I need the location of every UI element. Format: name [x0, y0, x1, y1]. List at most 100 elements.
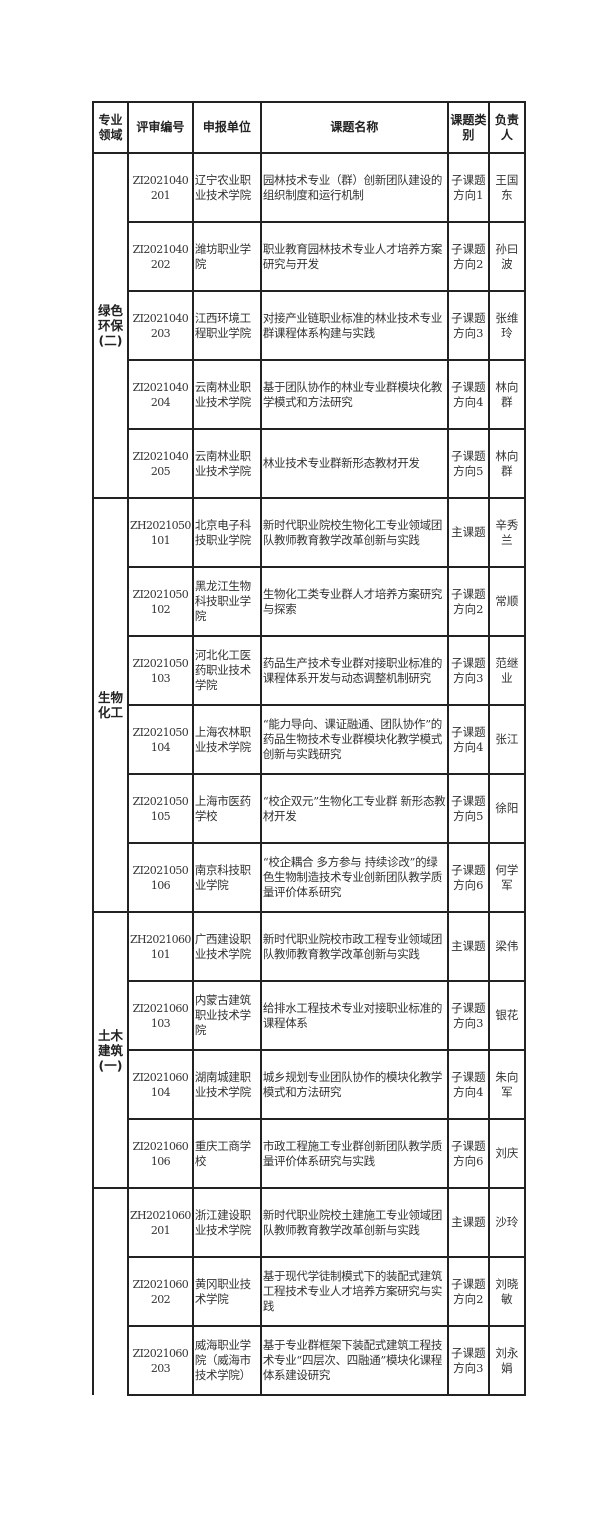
review-id-cell: ZH2021060 101	[127, 911, 194, 982]
table-row: ZI2021050 104 上海农林职业技术学院 “能力导向、课证融通、团队协作”的…	[93, 704, 526, 775]
topic-cell: “能力导向、课证融通、团队协作”的药品生物技术专业群模块化教学模式创新与实践研究	[259, 704, 449, 775]
topic-cell: “校企耦合 多方参与 持续诊改”的绿色生物制造技术专业创新团队教学质量评价体系研…	[259, 842, 449, 913]
unit-cell: 威海职业学院（威海市技术学院）	[191, 1325, 262, 1396]
review-id-cell: ZI2021050 105	[127, 773, 194, 844]
topic-cell: 基于团队协作的林业专业群模块化教学模式和方法研究	[259, 359, 449, 430]
lead-cell: 银花	[487, 980, 526, 1051]
table-row: ZI2021050 106 南京科技职业学院 “校企耦合 多方参与 持续诊改”的绿色…	[93, 842, 526, 913]
review-id-cell: ZI2021040 205	[127, 428, 194, 499]
unit-cell: 黑龙江生物科技职业学院	[191, 566, 262, 637]
type-cell: 子课题方向5	[446, 773, 490, 844]
topic-cell: 生物化工类专业群人才培养方案研究与探索	[259, 566, 449, 637]
type-cell: 子课题方向6	[446, 842, 490, 913]
table-row: ZI2021040 204 云南林业职业技术学院 基于团队协作的林业专业群模块化教学…	[93, 359, 526, 430]
header-unit: 申报单位	[191, 101, 262, 154]
table-row: ZI2021060 106 重庆工商学校 市政工程施工专业群创新团队教学质量评价体系…	[93, 1118, 526, 1189]
lead-cell: 范继业	[487, 635, 526, 706]
lead-cell: 朱向军	[487, 1049, 526, 1120]
unit-cell: 浙江建设职业技术学院	[191, 1187, 262, 1258]
table-row: ZI2021050 102 黑龙江生物科技职业学院 生物化工类专业群人才培养方案研究…	[93, 566, 526, 637]
review-id-cell: ZI2021040 204	[127, 359, 194, 430]
lead-cell: 林向群	[487, 428, 526, 499]
field-cell: 绿色环保(二)	[92, 152, 129, 499]
unit-cell: 上海农林职业技术学院	[191, 704, 262, 775]
type-cell: 子课题方向2	[446, 221, 490, 292]
lead-cell: 刘永娟	[487, 1325, 526, 1396]
lead-cell: 林向群	[487, 359, 526, 430]
type-cell: 子课题方向4	[446, 1049, 490, 1120]
topic-cell: 药品生产技术专业群对接职业标准的课程体系开发与动态调整机制研究	[259, 635, 449, 706]
topic-cell: “校企双元”生物化工专业群 新形态教材开发	[259, 773, 449, 844]
type-cell: 子课题方向2	[446, 566, 490, 637]
review-id-cell: ZI2021060 104	[127, 1049, 194, 1120]
header-type: 课题类别	[446, 101, 490, 154]
unit-cell: 江西环境工程职业学院	[191, 290, 262, 361]
lead-cell: 何学军	[487, 842, 526, 913]
type-cell: 子课题方向3	[446, 1325, 490, 1396]
unit-cell: 辽宁农业职业技术学院	[191, 152, 262, 223]
table-row: ZH2021060 201 浙江建设职业技术学院 新时代职业院校土建施工专业领域团队…	[92, 1187, 526, 1395]
table-row: ZI2021050 103 河北化工医药职业技术学院 药品生产技术专业群对接职业标准…	[93, 635, 526, 706]
lead-cell: 常顺	[487, 566, 526, 637]
lead-cell: 徐阳	[487, 773, 526, 844]
topic-cell: 新时代职业院校土建施工专业领域团队教师教育教学改革创新与实践	[259, 1187, 449, 1258]
review-id-cell: ZI2021060 103	[127, 980, 194, 1051]
type-cell: 子课题方向3	[446, 980, 490, 1051]
lead-cell: 辛秀兰	[487, 497, 526, 568]
table-row: 绿色环保(二) ZI2021040 201 辽宁农业职业技术学院 园林技术专业（群）创…	[92, 152, 526, 499]
type-cell: 子课题方向5	[446, 428, 490, 499]
lead-cell: 梁伟	[487, 911, 526, 982]
type-cell: 子课题方向1	[446, 152, 490, 223]
unit-cell: 潍坊职业学院	[191, 221, 262, 292]
field-cell	[92, 1187, 129, 1395]
type-cell: 子课题方向4	[446, 704, 490, 775]
unit-cell: 上海市医药学校	[191, 773, 262, 844]
review-id-cell: ZI2021040 201	[127, 152, 194, 223]
table-row: ZI2021060 202 黄冈职业技术学院 基于现代学徒制模式下的装配式建筑工程技…	[93, 1256, 526, 1327]
lead-cell: 张江	[487, 704, 526, 775]
type-cell: 子课题方向4	[446, 359, 490, 430]
table-row: ZI2021060 103 内蒙古建筑职业技术学院 给排水工程技术专业对接职业标准的…	[93, 980, 526, 1051]
table-row: ZI2021040 202 潍坊职业学院 职业教育园林技术专业人才培养方案研究与开发…	[93, 221, 526, 292]
topic-cell: 新时代职业院校市政工程专业领域团队教师教育教学改革创新与实践	[259, 911, 449, 982]
review-id-cell: ZI2021040 202	[127, 221, 194, 292]
topic-cell: 基于现代学徒制模式下的装配式建筑工程技术专业人才培养方案研究与实践	[259, 1256, 449, 1327]
table-row: ZI2021060 104 湖南城建职业技术学院 城乡规划专业团队协作的模块化教学模…	[93, 1049, 526, 1120]
unit-cell: 重庆工商学校	[191, 1118, 262, 1189]
table-row: ZI2021060 203 威海职业学院（威海市技术学院） 基于专业群框架下装配式建…	[93, 1325, 526, 1396]
lead-cell: 刘庆	[487, 1118, 526, 1189]
topic-cell: 职业教育园林技术专业人才培养方案研究与开发	[259, 221, 449, 292]
header-lead: 负责人	[487, 101, 526, 154]
unit-cell: 广西建设职业技术学院	[191, 911, 262, 982]
unit-cell: 南京科技职业学院	[191, 842, 262, 913]
unit-cell: 河北化工医药职业技术学院	[191, 635, 262, 706]
table-row: ZI2021050 105 上海市医药学校 “校企双元”生物化工专业群 新形态教材开…	[93, 773, 526, 844]
type-cell: 子课题方向6	[446, 1118, 490, 1189]
topic-cell: 林业技术专业群新形态教材开发	[259, 428, 449, 499]
lead-cell: 沙玲	[487, 1187, 526, 1258]
topic-cell: 园林技术专业（群）创新团队建设的组织制度和运行机制	[259, 152, 449, 223]
lead-cell: 张维玲	[487, 290, 526, 361]
type-cell: 主课题	[446, 1187, 490, 1258]
topic-cell: 给排水工程技术专业对接职业标准的课程体系	[259, 980, 449, 1051]
review-id-cell: ZI2021050 102	[127, 566, 194, 637]
header-field: 专业领域	[92, 101, 129, 154]
topic-cell: 市政工程施工专业群创新团队教学质量评价体系研究与实践	[259, 1118, 449, 1189]
type-cell: 子课题方向3	[446, 290, 490, 361]
lead-cell: 孙曰波	[487, 221, 526, 292]
project-table: 专业领域 评审编号 申报单位 课题名称 课题类别 负责人 绿色环保(二) ZI20…	[92, 101, 526, 1396]
review-id-cell: ZI2021060 203	[127, 1325, 194, 1396]
topic-cell: 基于专业群框架下装配式建筑工程技术专业“四层次、四融通”模块化课程体系建设研究	[259, 1325, 449, 1396]
type-cell: 子课题方向3	[446, 635, 490, 706]
unit-cell: 云南林业职业技术学院	[191, 359, 262, 430]
lead-cell: 王国东	[487, 152, 526, 223]
header-row: 专业领域 评审编号 申报单位 课题名称 课题类别 负责人	[92, 101, 526, 154]
review-id-cell: ZI2021050 106	[127, 842, 194, 913]
review-id-cell: ZH2021050 101	[127, 497, 194, 568]
unit-cell: 黄冈职业技术学院	[191, 1256, 262, 1327]
type-cell: 主课题	[446, 497, 490, 568]
table-row: ZI2021040 203 江西环境工程职业学院 对接产业链职业标准的林业技术专业群…	[93, 290, 526, 361]
topic-cell: 城乡规划专业团队协作的模块化教学模式和方法研究	[259, 1049, 449, 1120]
review-id-cell: ZH2021060 201	[127, 1187, 194, 1258]
table-row: 土木建筑(一) ZH2021060 101 广西建设职业技术学院 新时代职业院校市政工…	[92, 911, 526, 1189]
